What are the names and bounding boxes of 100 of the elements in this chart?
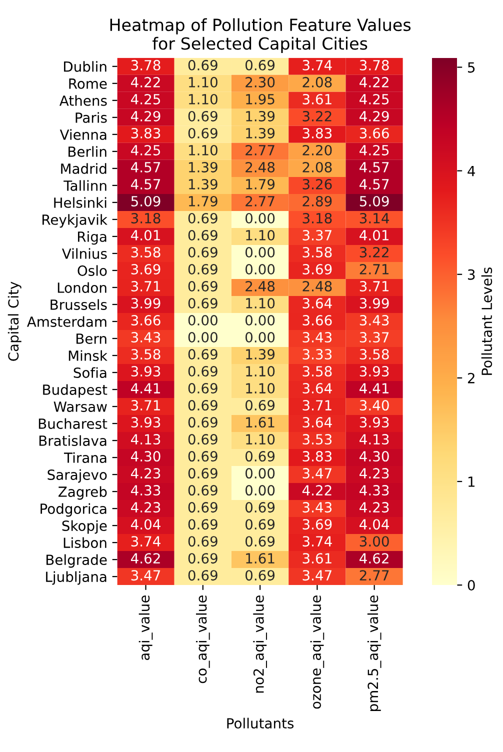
data-label: 4.23 — [130, 502, 160, 513]
data-label: 4.04 — [360, 519, 390, 530]
y-tick-label: Riga — [78, 231, 106, 245]
data-label: 3.64 — [302, 298, 332, 309]
data-label: 3.00 — [360, 536, 389, 547]
data-label: 3.43 — [131, 332, 160, 343]
data-label: 1.39 — [246, 128, 275, 138]
data-label: 1.10 — [246, 366, 275, 377]
data-label: 1.39 — [188, 162, 218, 172]
data-label: 4.23 — [360, 468, 389, 479]
data-label: 3.47 — [302, 570, 332, 581]
data-label: 4.04 — [130, 519, 160, 530]
data-label: 0.69 — [188, 468, 218, 479]
data-label: 3.26 — [302, 178, 332, 190]
data-label: 0.69 — [188, 60, 218, 70]
data-label: 3.99 — [360, 298, 389, 309]
data-label: 0.69 — [188, 264, 218, 274]
data-label: 0.69 — [188, 298, 218, 309]
data-label: 0.69 — [246, 451, 275, 462]
data-label: 3.83 — [302, 128, 332, 138]
data-label: 3.69 — [131, 264, 160, 274]
data-label: 0.69 — [246, 60, 275, 70]
y-tick-label: Oslo — [78, 265, 107, 276]
data-label: 5.09 — [360, 196, 389, 206]
data-label: 3.93 — [131, 417, 160, 428]
data-label: 3.64 — [302, 383, 332, 394]
data-label: 2.71 — [360, 264, 389, 274]
x-tick-label: ozone_aqi_value — [310, 596, 324, 709]
data-label: 3.74 — [302, 60, 332, 70]
data-label: 4.57 — [130, 162, 160, 172]
data-label: 0.69 — [188, 383, 218, 394]
data-label: 4.13 — [130, 434, 160, 445]
data-label: 1.10 — [246, 298, 275, 309]
data-label: 3.58 — [302, 366, 332, 377]
data-label: 3.83 — [131, 128, 160, 138]
data-label: 0.69 — [188, 230, 218, 240]
data-label: 0.69 — [188, 349, 218, 360]
data-label: 3.93 — [131, 366, 160, 377]
y-tick-label: Tirana — [64, 452, 106, 463]
y-tick-label: Bucharest — [38, 418, 108, 429]
y-tick-label: Bern — [76, 334, 106, 344]
data-label: 1.10 — [246, 434, 275, 445]
data-label: 2.48 — [246, 280, 275, 292]
data-label: 2.30 — [246, 76, 275, 88]
data-label: 4.25 — [360, 144, 389, 156]
y-tick-label: Paris — [76, 112, 107, 123]
y-tick-label: Sarajevo — [48, 469, 107, 483]
data-label: 0.00 — [246, 468, 275, 479]
data-label: 0.00 — [246, 264, 275, 274]
data-label: 3.66 — [302, 315, 332, 326]
data-label: 0.00 — [246, 485, 275, 496]
data-label: 2.48 — [302, 280, 332, 292]
data-label: 3.93 — [360, 417, 389, 428]
data-label: 0.69 — [188, 400, 218, 411]
y-tick-label: London — [58, 282, 106, 293]
data-label: 4.25 — [130, 144, 160, 156]
y-tick-label: Amsterdam — [27, 316, 106, 327]
data-label: 0.69 — [246, 400, 275, 411]
data-label: 1.79 — [246, 178, 275, 190]
y-tick-label: Podgorica — [40, 503, 106, 517]
data-label: 0.00 — [188, 332, 218, 343]
data-label: 3.71 — [360, 280, 389, 292]
y-tick-label: Brussels — [50, 299, 107, 310]
data-label: 3.58 — [131, 349, 160, 360]
y-tick-label: Lisbon — [64, 537, 106, 548]
y-tick-label: Bratislava — [39, 435, 106, 446]
data-label: 3.78 — [360, 60, 389, 70]
data-label: 0.69 — [188, 212, 218, 224]
data-label: 3.69 — [302, 519, 332, 530]
data-label: 0.69 — [246, 570, 275, 581]
data-label: 0.69 — [188, 417, 218, 428]
data-label: 0.00 — [246, 246, 275, 258]
data-label: 4.22 — [302, 485, 332, 496]
y-tick-label: Budapest — [43, 384, 108, 398]
data-label: 0.00 — [188, 315, 218, 326]
data-label: 3.22 — [360, 246, 388, 258]
data-label: 2.08 — [302, 76, 332, 88]
x-axis-title: Pollutants — [227, 718, 294, 729]
data-label: 4.57 — [130, 179, 160, 190]
data-label: 1.95 — [246, 94, 274, 104]
color-bar-label: 4 — [468, 166, 476, 176]
data-label: 3.78 — [131, 60, 160, 70]
data-label: 3.71 — [131, 400, 160, 411]
data-label: 3.43 — [302, 502, 332, 513]
data-label: 3.69 — [302, 264, 332, 274]
data-label: 3.43 — [302, 332, 332, 343]
data-label: 4.29 — [130, 110, 160, 122]
data-label: 3.61 — [302, 553, 332, 564]
x-tick-label: aqi_value — [138, 596, 153, 660]
data-label: 4.57 — [360, 162, 389, 172]
x-tick-label: pm2.5_aqi_value — [367, 596, 382, 711]
data-label: 1.61 — [246, 417, 274, 428]
data-label: 3.93 — [360, 366, 389, 377]
data-label: 5.09 — [131, 196, 160, 206]
data-label: 4.41 — [360, 383, 389, 394]
data-label: 0.00 — [246, 315, 275, 326]
y-tick-label: Berlin — [68, 146, 106, 157]
y-tick-label: Warsaw — [54, 402, 107, 412]
data-label: 3.53 — [302, 434, 332, 445]
data-label: 3.33 — [302, 349, 332, 360]
